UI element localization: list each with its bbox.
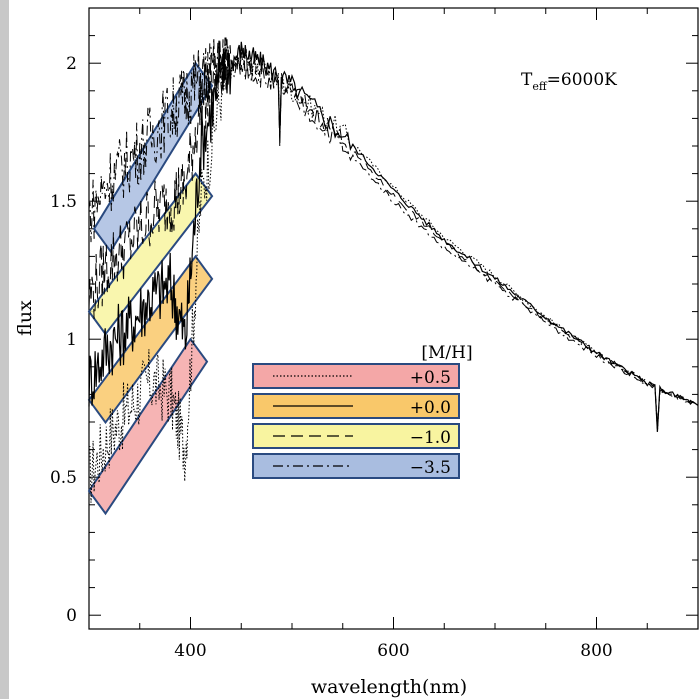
y-tick-label: 1.5 xyxy=(50,192,77,212)
teff-annotation: Teff=6000K xyxy=(521,70,617,93)
spectrum-chart: 400 600 800 0 0.5 1 1.5 2 wavelength(nm) flux T… xyxy=(14,7,699,698)
series-line xyxy=(88,37,699,427)
y-axis-label: flux xyxy=(14,300,36,336)
x-tick-label: 400 xyxy=(174,641,206,661)
legend: [M/H] +0.5 +0.0 −1.0 −3.5 xyxy=(252,343,473,479)
figure-canvas: 400 600 800 0 0.5 1 1.5 2 wavelength(nm) flux T… xyxy=(9,0,699,699)
series-line xyxy=(88,37,699,427)
y-tick-label: 2 xyxy=(66,54,77,74)
axes-layer xyxy=(88,7,699,630)
teff-symbol: T xyxy=(521,70,533,90)
legend-entry-label: −3.5 xyxy=(410,458,451,478)
legend-title: [M/H] xyxy=(421,343,472,363)
series-line xyxy=(88,41,699,432)
teff-subscript: eff xyxy=(532,80,548,93)
x-tick-label: 800 xyxy=(580,641,612,661)
y-tick-label: 0.5 xyxy=(50,468,77,488)
x-tick-label: 600 xyxy=(377,641,409,661)
tick-labels: 400 600 800 0 0.5 1 1.5 2 xyxy=(50,54,613,661)
teff-value: =6000K xyxy=(547,70,618,90)
legend-entry-label: −1.0 xyxy=(410,428,451,448)
x-axis-label: wavelength(nm) xyxy=(311,676,467,698)
legend-entry-label: +0.5 xyxy=(410,368,451,388)
series-lines xyxy=(88,37,699,503)
y-tick-label: 1 xyxy=(66,330,77,350)
highlight-band xyxy=(87,171,214,336)
y-tick-label: 0 xyxy=(66,606,77,626)
legend-entry-label: +0.0 xyxy=(410,398,451,418)
legend-entry-box xyxy=(252,423,460,449)
